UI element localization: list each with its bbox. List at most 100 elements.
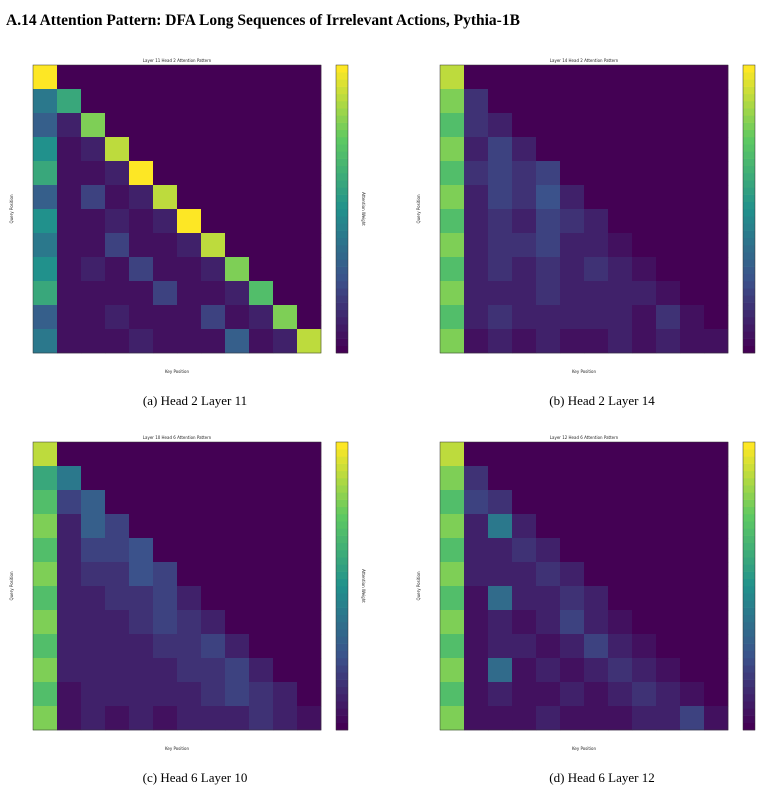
panel-title: Layer 11 Head 2 Attention Pattern (143, 58, 212, 63)
colorbar-segment (743, 259, 755, 267)
heatmap-cell (249, 706, 274, 731)
heatmap-cell (680, 466, 705, 491)
heatmap-cell (512, 233, 537, 258)
heatmap-cell (704, 89, 729, 114)
colorbar-segment (336, 470, 348, 479)
heatmap-cell (201, 706, 226, 731)
heatmap-cell (273, 586, 298, 611)
heatmap-cell (297, 658, 322, 683)
heatmap-cell (177, 442, 202, 467)
panel-title: Layer 14 Head 2 Attention Pattern (550, 58, 619, 63)
heatmap-cell (488, 257, 513, 282)
colorbar-segment (743, 672, 755, 680)
colorbar-segment (336, 722, 348, 731)
heatmap-cell (488, 65, 513, 90)
colorbar-segment (743, 281, 755, 289)
heatmap-cell (177, 89, 202, 114)
heatmap-cell (584, 329, 609, 354)
heatmap-cell (560, 562, 585, 587)
heatmap-cell (680, 65, 705, 90)
colorbar-segment (336, 302, 348, 311)
colorbar-segment (336, 259, 348, 267)
heatmap-cell (704, 209, 729, 234)
heatmap-cell (680, 658, 705, 683)
heatmap-cell (81, 538, 106, 563)
colorbar-segment (743, 194, 755, 203)
heatmap-cell (105, 65, 130, 90)
heatmap-cell (153, 233, 178, 258)
colorbar-segment (336, 115, 348, 123)
heatmap-cell (153, 65, 178, 90)
heatmap-cell (440, 490, 465, 515)
heatmap-cell (608, 329, 633, 354)
colorbar-segment (336, 266, 348, 275)
colorbar-label: Attention Weight (361, 192, 366, 226)
heatmap-cell (33, 562, 58, 587)
heatmap-cell (560, 634, 585, 659)
heatmap-cell (33, 466, 58, 491)
heatmap-cell (488, 586, 513, 611)
heatmap-cell (632, 161, 657, 186)
colorbar-segment (743, 514, 755, 522)
heatmap-cell (153, 514, 178, 539)
heatmap-cell (656, 329, 681, 354)
heatmap-cell (201, 137, 226, 162)
colorbar-segment (336, 79, 348, 87)
heatmap-cell (57, 209, 82, 234)
heatmap-cell (225, 610, 250, 635)
heatmap-cell (608, 562, 633, 587)
colorbar-segment (336, 701, 348, 709)
colorbar-segment (743, 115, 755, 123)
heatmap-cell (560, 65, 585, 90)
heatmap-cell (632, 65, 657, 90)
colorbar-segment (743, 295, 755, 303)
heatmap-cell (81, 634, 106, 659)
heatmap-cell (656, 257, 681, 282)
heatmap-cell (536, 466, 561, 491)
heatmap-cell (512, 281, 537, 306)
colorbar-segment (336, 586, 348, 594)
heatmap-cell (105, 610, 130, 635)
heatmap-cell (656, 706, 681, 731)
heatmap-cell (33, 634, 58, 659)
heatmap-cell (57, 329, 82, 354)
heatmap-cell (105, 562, 130, 587)
heatmap-cell (57, 514, 82, 539)
heatmap-cell (512, 562, 537, 587)
colorbar-segment (743, 622, 755, 630)
colorbar-segment (336, 492, 348, 500)
heatmap-cell (33, 233, 58, 258)
heatmap-cell (81, 257, 106, 282)
heatmap-cell (81, 113, 106, 138)
heatmap-cell (608, 538, 633, 563)
colorbar-segment (336, 542, 348, 551)
colorbar-segment (336, 317, 348, 325)
colorbar-segment (336, 614, 348, 623)
heatmap-cell (273, 514, 298, 539)
heatmap-cell (536, 137, 561, 162)
y-axis-label: Query Position (9, 194, 14, 223)
heatmap-cell (464, 490, 489, 515)
heatmap-cell (249, 257, 274, 282)
colorbar-segment (743, 108, 755, 116)
colorbar-segment (743, 679, 755, 688)
heatmap-cell (536, 257, 561, 282)
heatmap-cell (512, 610, 537, 635)
heatmap-cell (536, 65, 561, 90)
y-axis-label: Query Position (416, 194, 421, 223)
colorbar-segment (743, 245, 755, 253)
heatmap-cell (560, 305, 585, 330)
heatmap-cell (81, 514, 106, 539)
heatmap-cell (608, 466, 633, 491)
heatmap-cell (704, 658, 729, 683)
heatmap-cell (225, 514, 250, 539)
heatmap-cell (440, 658, 465, 683)
section-title: A.14 Attention Pattern: DFA Long Sequenc… (6, 12, 520, 29)
heatmap-cell (656, 514, 681, 539)
heatmap-cell (584, 562, 609, 587)
heatmap-cell (632, 562, 657, 587)
heatmap-cell (560, 113, 585, 138)
heatmap-cell (656, 466, 681, 491)
heatmap-cell (153, 490, 178, 515)
heatmap-cell (57, 466, 82, 491)
